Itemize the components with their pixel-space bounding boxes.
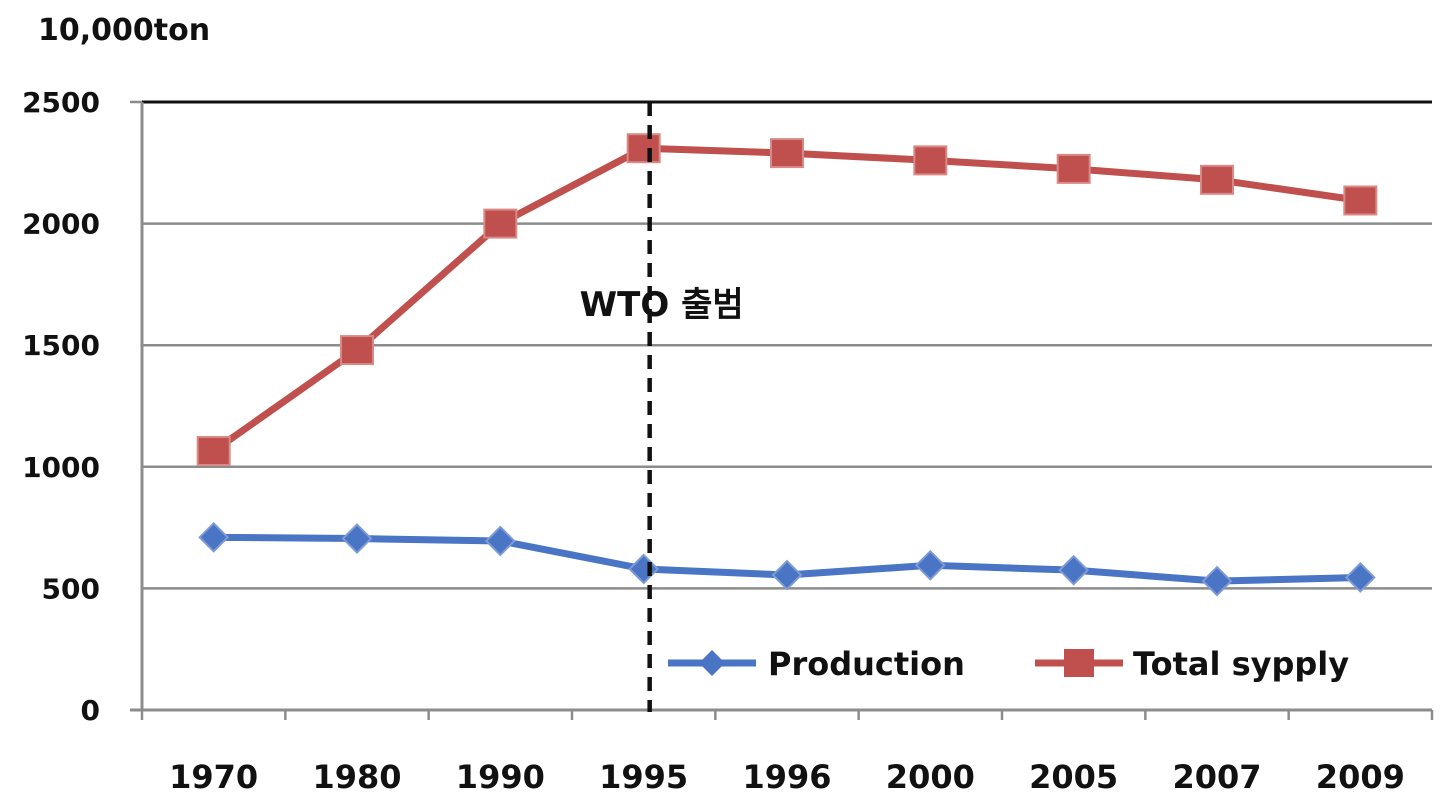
x-tick-label: 1996: [742, 758, 831, 793]
total-supply-point: [1343, 185, 1378, 216]
total-supply-point: [626, 133, 661, 164]
x-tick-label: 1995: [599, 758, 688, 793]
production-point: [1201, 565, 1233, 597]
y-tick-label: 2500: [22, 86, 100, 119]
production-point: [628, 553, 660, 585]
y-tick-label: 2000: [22, 208, 100, 241]
series-lines: [196, 133, 1378, 597]
production-point: [771, 559, 803, 591]
x-tick-label: 2000: [886, 758, 975, 793]
x-tick-label: 1970: [169, 758, 258, 793]
production-point: [198, 521, 230, 553]
legend-label: Production: [768, 645, 965, 683]
production-point: [484, 525, 516, 557]
x-tick-label: 2009: [1316, 758, 1405, 793]
y-tick-label: 500: [42, 572, 100, 605]
x-tick-label: 2007: [1172, 758, 1261, 793]
annotations: WTO 출범: [580, 102, 744, 712]
axes: [130, 100, 1434, 720]
total-supply-point: [1056, 153, 1091, 184]
total-supply-point: [1200, 164, 1234, 195]
total-supply-point: [770, 138, 804, 169]
production-point: [341, 523, 373, 554]
production-point: [914, 549, 946, 581]
total-supply-point: [196, 435, 231, 466]
unit-label: 10,000ton: [38, 13, 210, 48]
legend-label: Total sypply: [1133, 645, 1349, 683]
y-tick-label: 0: [81, 694, 100, 727]
legend-marker-square: [1064, 649, 1094, 677]
legend-marker-diamond: [699, 650, 725, 676]
wto-annotation-label: WTO 출범: [580, 285, 744, 325]
series-line-total-sypply: [210, 144, 1364, 455]
y-tick-label: 1500: [22, 329, 100, 362]
x-tick-label: 1980: [312, 758, 401, 793]
gridlines: [142, 100, 1432, 590]
total-supply-point: [913, 145, 948, 176]
production-point: [1058, 554, 1090, 586]
total-supply-point: [483, 208, 518, 239]
y-tick-label: 1000: [22, 451, 100, 484]
legend: Production Total sypply: [668, 645, 1349, 683]
x-tick-label: 1990: [456, 758, 545, 793]
x-tick-label: 2005: [1029, 758, 1118, 793]
production-point: [1344, 562, 1376, 593]
y-tick-labels: 0 500 1000 1500 2000 2500: [22, 86, 100, 727]
total-supply-point: [340, 335, 374, 366]
x-tick-labels: 1970 1980 1990 1995 1996 2000 2005 2007 2009: [169, 758, 1405, 796]
